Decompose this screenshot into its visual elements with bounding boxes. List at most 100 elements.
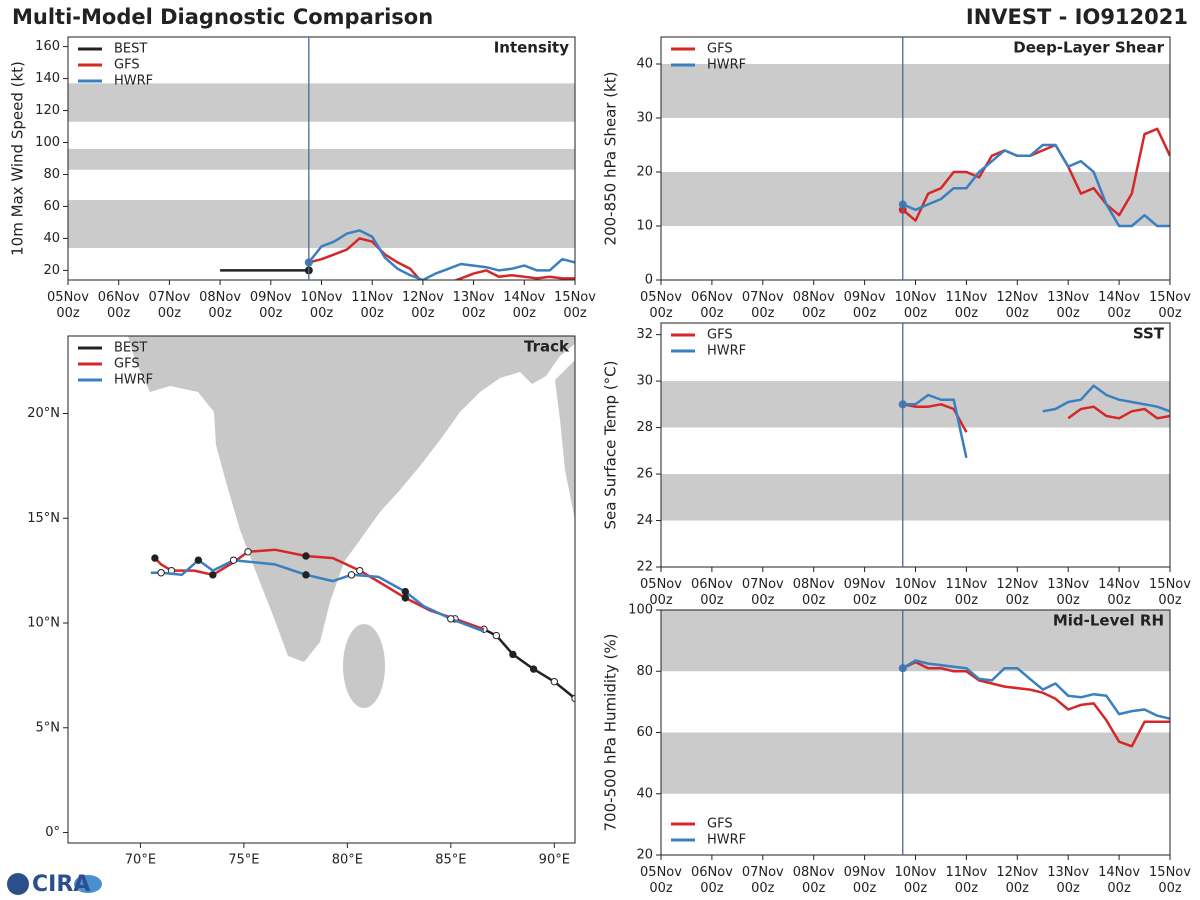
x-tick-label: 90°E <box>539 853 570 868</box>
y-axis-label: Sea Surface Temp (°C) <box>602 360 620 529</box>
x-tick-label: 09Nov 00z <box>250 290 292 321</box>
x-tick-label: 08Nov 00z <box>793 577 835 608</box>
y-tick-label: 20 <box>43 263 60 278</box>
legend-label: HWRF <box>114 74 153 89</box>
plot-area <box>68 83 575 280</box>
x-tick-label: 13Nov 00z <box>1047 865 1089 896</box>
track-point <box>229 556 238 564</box>
x-tick-label: 09Nov 00z <box>844 577 886 608</box>
x-tick-label: 11Nov 00z <box>945 577 987 608</box>
track-point <box>401 587 410 596</box>
x-tick-label: 07Nov 00z <box>742 290 784 321</box>
y-tick-label: 10°N <box>27 616 60 631</box>
x-tick-label: 09Nov 00z <box>844 290 886 321</box>
legend-label: GFS <box>707 817 733 832</box>
legend-label: GFS <box>114 357 140 372</box>
y-axis-label: 700-500 hPa Humidity (%) <box>602 633 620 831</box>
track-point <box>529 665 538 673</box>
x-tick-label: 12Nov 00z <box>996 290 1038 321</box>
legend-label: GFS <box>707 42 733 57</box>
plot-area <box>661 64 1170 228</box>
y-tick-label: 30 <box>636 111 653 126</box>
x-tick-label: 08Nov 00z <box>793 865 835 896</box>
series-line <box>902 384 1170 459</box>
logo-globe <box>7 873 29 895</box>
x-tick-label: 15Nov 00z <box>554 290 596 321</box>
x-tick-label: 09Nov 00z <box>844 865 886 896</box>
y-tick-label: 40 <box>43 231 60 246</box>
track-point <box>347 571 356 579</box>
band <box>661 732 1170 794</box>
x-tick-label: 10Nov 00z <box>895 865 937 896</box>
x-tick-label: 12Nov 00z <box>996 577 1038 608</box>
x-tick-label: 15Nov 00z <box>1149 865 1191 896</box>
panel-title: Track <box>524 338 570 356</box>
y-tick-label: 40 <box>636 786 653 801</box>
y-tick-label: 5°N <box>36 720 61 735</box>
x-tick-label: 08Nov 00z <box>199 290 241 321</box>
legend-label: HWRF <box>114 373 153 388</box>
x-tick-label: 05Nov 00z <box>640 577 682 608</box>
band <box>661 64 1170 118</box>
storm-id: INVEST - IO912021 <box>966 5 1188 29</box>
land <box>68 336 575 708</box>
y-tick-label: 60 <box>43 199 60 214</box>
track-point <box>157 569 165 577</box>
y-tick-label: 80 <box>43 167 60 182</box>
track-point <box>447 615 455 623</box>
series-line <box>902 660 1170 748</box>
figure-title: Multi-Model Diagnostic Comparison <box>12 5 433 29</box>
band <box>68 148 575 170</box>
x-tick-label: 05Nov 00z <box>47 290 89 321</box>
y-tick-label: 20 <box>636 848 653 863</box>
x-tick-label: 75°E <box>228 853 259 868</box>
x-tick-label: 06Nov 00z <box>691 865 733 896</box>
x-tick-label: 10Nov 00z <box>895 577 937 608</box>
x-tick-label: 14Nov 00z <box>1098 577 1140 608</box>
legend-label: HWRF <box>707 58 746 73</box>
legend-label: HWRF <box>707 833 746 848</box>
track-point <box>356 566 364 575</box>
x-tick-label: 12Nov 00z <box>402 290 444 321</box>
y-tick-label: 120 <box>35 103 60 118</box>
track-point <box>492 631 501 640</box>
y-tick-label: 80 <box>636 664 653 679</box>
logo: CIRA <box>7 872 102 897</box>
series-line <box>902 659 1170 720</box>
y-tick-label: 22 <box>636 560 653 575</box>
track-point <box>244 548 252 556</box>
legend-label: GFS <box>114 58 140 73</box>
x-tick-label: 13Nov 00z <box>1047 577 1089 608</box>
series-line <box>902 143 1170 228</box>
axes-frame <box>67 335 576 844</box>
track-point <box>151 554 159 562</box>
plot-area <box>661 381 1170 521</box>
track-point <box>401 594 410 602</box>
legend-label: BEST <box>114 42 147 57</box>
legend-label: HWRF <box>707 344 746 359</box>
x-tick-label: 14Nov 00z <box>1098 290 1140 321</box>
x-tick-label: 05Nov 00z <box>640 865 682 896</box>
y-tick-label: 26 <box>636 467 653 482</box>
panel-title: Deep-Layer Shear <box>1013 39 1164 57</box>
india <box>68 336 575 662</box>
y-tick-label: 60 <box>636 725 653 740</box>
x-tick-label: 07Nov 00z <box>148 290 190 321</box>
legend-label: BEST <box>114 341 147 356</box>
y-tick-label: 100 <box>35 135 60 150</box>
band <box>661 172 1170 226</box>
y-tick-label: 32 <box>636 327 653 342</box>
x-tick-label: 15Nov 00z <box>1149 577 1191 608</box>
y-axis-label: 200-850 hPa Shear (kt) <box>602 72 620 246</box>
y-tick-label: 10 <box>636 219 653 234</box>
series-line <box>901 127 1170 222</box>
y-tick-label: 0 <box>645 273 653 288</box>
x-tick-label: 10Nov 00z <box>301 290 343 321</box>
band <box>661 474 1170 521</box>
x-tick-label: 07Nov 00z <box>742 577 784 608</box>
y-tick-label: 30 <box>636 374 653 389</box>
x-tick-label: 14Nov 00z <box>1098 865 1140 896</box>
logo-text: CIRA <box>32 872 90 897</box>
y-tick-label: 28 <box>636 420 653 435</box>
